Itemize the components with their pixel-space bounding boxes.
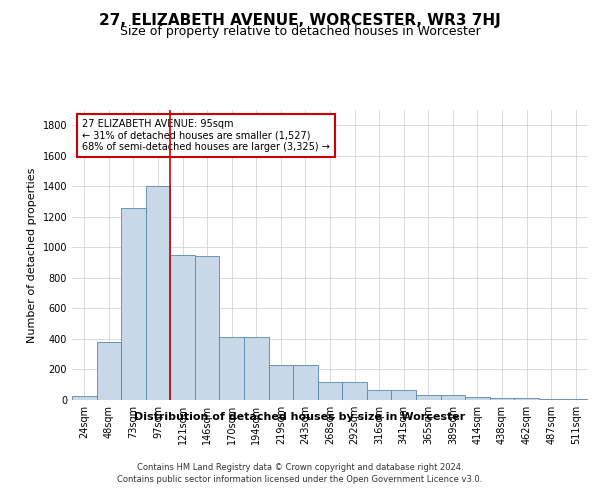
Bar <box>440 394 465 400</box>
Bar <box>97 342 121 400</box>
Bar <box>539 399 563 400</box>
Bar <box>416 394 440 400</box>
Bar <box>465 397 490 400</box>
Bar <box>244 336 269 400</box>
Bar <box>195 256 220 400</box>
Bar <box>391 390 416 400</box>
Y-axis label: Number of detached properties: Number of detached properties <box>27 168 37 342</box>
Bar <box>269 365 293 400</box>
Bar <box>367 390 391 400</box>
Bar <box>514 398 539 400</box>
Bar <box>220 336 244 400</box>
Bar <box>490 398 514 400</box>
Bar <box>121 208 146 400</box>
Text: 27 ELIZABETH AVENUE: 95sqm
← 31% of detached houses are smaller (1,527)
68% of s: 27 ELIZABETH AVENUE: 95sqm ← 31% of deta… <box>82 118 330 152</box>
Text: Distribution of detached houses by size in Worcester: Distribution of detached houses by size … <box>134 412 466 422</box>
Bar <box>170 255 195 400</box>
Text: Size of property relative to detached houses in Worcester: Size of property relative to detached ho… <box>119 25 481 38</box>
Bar <box>293 365 318 400</box>
Text: Contains HM Land Registry data © Crown copyright and database right 2024.: Contains HM Land Registry data © Crown c… <box>137 462 463 471</box>
Bar <box>72 396 97 400</box>
Bar <box>342 382 367 400</box>
Bar <box>563 399 588 400</box>
Bar <box>318 382 342 400</box>
Text: 27, ELIZABETH AVENUE, WORCESTER, WR3 7HJ: 27, ELIZABETH AVENUE, WORCESTER, WR3 7HJ <box>99 12 501 28</box>
Bar <box>146 186 170 400</box>
Text: Contains public sector information licensed under the Open Government Licence v3: Contains public sector information licen… <box>118 475 482 484</box>
